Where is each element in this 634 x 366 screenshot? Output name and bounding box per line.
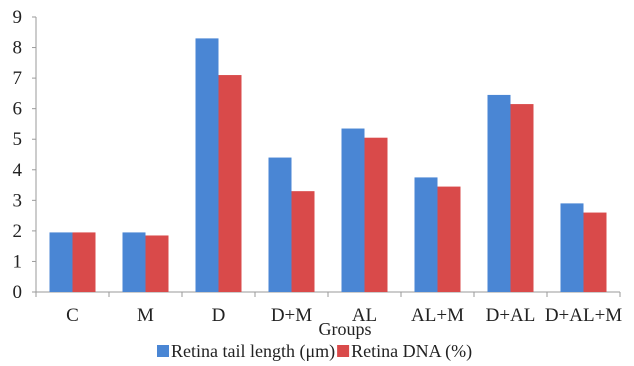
y-tick-label: 1 [13, 251, 23, 272]
y-axis: 0 1 2 3 4 5 6 7 8 9 [13, 7, 37, 303]
x-tick-label: M [137, 305, 154, 326]
y-tick-label: 6 [13, 99, 23, 120]
bar [49, 232, 73, 292]
bar [560, 203, 584, 292]
legend: Retina tail length (μm) Retina DNA (%) [157, 341, 472, 362]
y-tick-label: 9 [13, 7, 23, 28]
legend-label: Retina tail length (μm) [171, 341, 335, 362]
y-tick-label: 8 [13, 38, 23, 59]
x-tick-label: AL+M [411, 305, 464, 326]
y-tick-label: 4 [13, 160, 23, 181]
bar [510, 104, 534, 292]
bar [195, 38, 219, 293]
legend-swatch [157, 345, 169, 357]
bar [487, 94, 511, 293]
bar [437, 186, 461, 292]
bar [414, 177, 438, 292]
bar [218, 75, 242, 292]
x-tick-label: D+M [271, 305, 312, 326]
x-tick-label: D+AL [486, 305, 536, 326]
legend-swatch [337, 345, 350, 357]
x-axis-title: Groups [319, 319, 372, 339]
bars [49, 38, 607, 293]
bar [291, 191, 315, 292]
bar [268, 157, 292, 292]
bar [72, 232, 96, 292]
x-tick-label: D [212, 305, 226, 326]
bar [364, 137, 388, 292]
y-tick-label: 7 [13, 68, 23, 89]
y-tick-label: 3 [13, 190, 23, 211]
legend-label: Retina DNA (%) [351, 341, 472, 362]
x-tick-label: D+AL+M [545, 305, 622, 326]
x-tick-label: C [66, 305, 79, 326]
x-tick-label: AL [352, 305, 377, 326]
y-tick-label: 2 [13, 221, 23, 242]
y-tick-label: 0 [13, 282, 23, 303]
bar [583, 212, 607, 292]
y-tick-label: 5 [13, 129, 23, 150]
bar [145, 235, 169, 292]
bar [122, 232, 146, 292]
bar [341, 128, 365, 292]
